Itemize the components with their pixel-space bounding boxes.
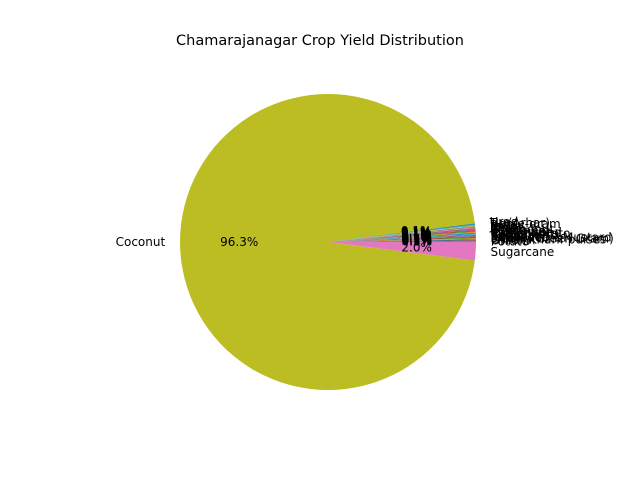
- slice-category-label: Horse-gram: [490, 217, 561, 231]
- pie-slice: [328, 239, 476, 242]
- slice-percent-label: 0.1%: [402, 235, 433, 249]
- pie-slice: [180, 94, 475, 391]
- slice-percent-label: 0.1%: [401, 225, 432, 239]
- slice-percent-label: 0.1%: [402, 233, 433, 247]
- slice-percent-label: 0.1%: [401, 227, 432, 241]
- chart-title: Chamarajanagar Crop Yield Distribution: [176, 33, 464, 49]
- slice-category-label: Soyabean: [491, 228, 550, 242]
- pie-slice: [328, 236, 476, 242]
- pie-slice: [328, 234, 476, 242]
- pie-slice: [328, 235, 476, 242]
- pie-slice: [328, 223, 475, 242]
- pie-slice: [328, 231, 476, 242]
- pie-labels: 96.3% Coconut 2.0% Sugarcane 0.1% Potato 0.1% O…: [116, 215, 614, 259]
- slice-category-label: Safflower: [491, 229, 547, 243]
- pie-slice: [328, 229, 476, 242]
- slice-percent-label: 0.1%: [401, 226, 432, 240]
- pie-slice: [328, 232, 476, 242]
- slice-percent-label: 0.1%: [401, 226, 432, 240]
- slice-category-label: Sweet potato: [491, 226, 571, 240]
- slice-category-label: Potato: [491, 234, 529, 248]
- slice-category-label: Sugarcane: [490, 245, 554, 259]
- slice-category-label: Urad: [490, 215, 519, 229]
- slice-percent-label: 0.1%: [401, 224, 432, 238]
- slice-percent-label: 0.1%: [401, 229, 432, 243]
- slice-percent-label: 0.1%: [401, 229, 432, 243]
- slice-percent-label: 0.1%: [401, 230, 432, 244]
- slice-category-label: Groundnut: [490, 222, 554, 236]
- pie-slice: [328, 242, 476, 261]
- slice-percent-label: 96.3%: [220, 235, 258, 249]
- pie-slice: [328, 228, 476, 242]
- slice-percent-label: 0.1%: [402, 234, 433, 248]
- slice-category-label: Coconut: [116, 235, 166, 249]
- slice-category-label: Ragi: [490, 220, 516, 234]
- slice-category-label: Sunflower: [490, 224, 550, 238]
- pie-slice: [328, 230, 476, 242]
- pie-slice: [328, 225, 476, 242]
- slice-category-label: Rapeseed &Mustard: [491, 230, 612, 244]
- slice-percent-label: 0.1%: [402, 234, 433, 248]
- slice-percent-label: 0.1%: [401, 225, 432, 239]
- slice-category-label: Moong(Green Gram): [491, 231, 614, 245]
- slice-percent-label: 0.1%: [401, 230, 432, 244]
- pie-slice: [328, 241, 476, 242]
- pie-slice: [328, 238, 476, 242]
- slice-category-label: Sesamum: [490, 223, 550, 237]
- slice-category-label: Cotton(lint): [491, 227, 559, 241]
- slice-category-label: Maize: [490, 221, 525, 235]
- slice-category-label: Jowar: [489, 219, 523, 233]
- pie-slice: [328, 227, 476, 242]
- pie-slice: [328, 240, 476, 242]
- slice-percent-label: 0.1%: [402, 232, 433, 246]
- slice-percent-label: 0.1%: [401, 232, 432, 246]
- pie-slices: [180, 94, 476, 391]
- pie-slice: [328, 237, 476, 242]
- slice-percent-label: 0.1%: [401, 231, 432, 245]
- pie-slice: [328, 224, 476, 242]
- pie-slice: [328, 233, 476, 242]
- slice-percent-label: 0.1%: [401, 228, 432, 242]
- slice-category-label: Other Kharif pulses: [491, 232, 606, 246]
- slice-percent-label: 0.1%: [401, 227, 432, 241]
- pie-slice: [328, 226, 476, 242]
- pie-slice: [328, 229, 476, 242]
- slice-category-label: Castor seed: [491, 225, 562, 239]
- slice-percent-label: 0.1%: [401, 231, 432, 245]
- slice-category-label: Tur(Arhar): [489, 216, 550, 230]
- slice-category-label: Rice: [490, 218, 516, 232]
- slice-percent-label: 2.0%: [401, 241, 432, 255]
- slice-category-label: Onion: [491, 233, 526, 247]
